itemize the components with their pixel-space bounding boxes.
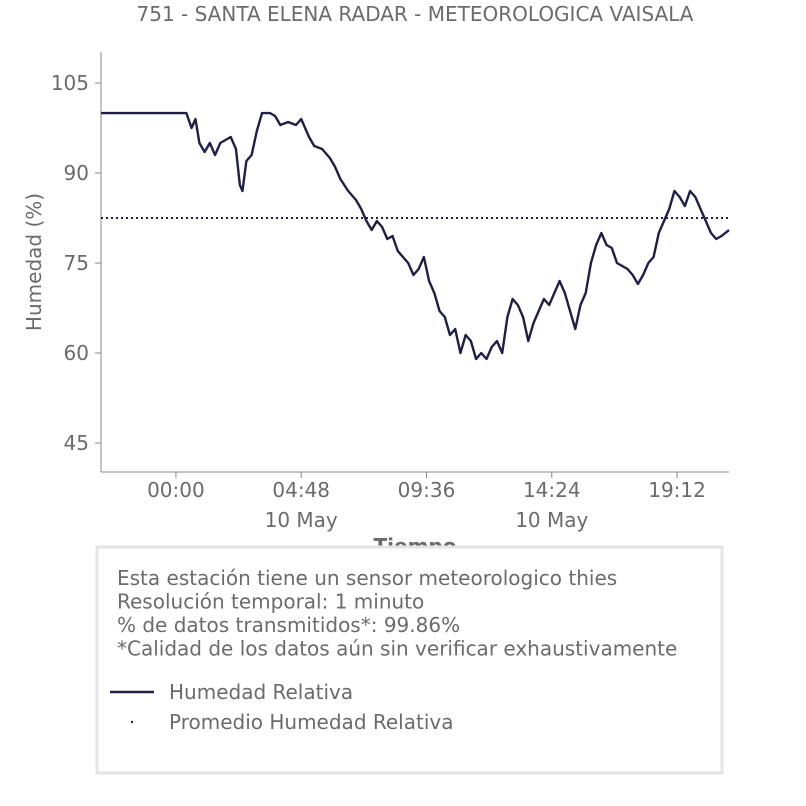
note: Esta estación tiene un sensor meteorolog… [117,566,617,590]
legend-dot [130,720,134,724]
y-tick-label: 45 [64,431,89,455]
legend-label: Humedad Relativa [169,680,353,704]
y-tick-label: 90 [64,161,89,185]
y-axis-label: Humedad (%) [22,193,46,331]
x-tick-label: 00:00 [147,478,205,502]
chart-title: 751 - SANTA ELENA RADAR - METEOROLOGICA … [137,2,694,26]
legend-label: Promedio Humedad Relativa [169,710,453,734]
x-tick-label: 19:12 [648,478,706,502]
info-box [95,545,724,775]
note: % de datos transmitidos*: 99.86% [117,613,460,637]
x-tick-label: 04:48 10 May [265,478,338,532]
note: *Calidad de los datos aún sin verificar … [117,637,677,661]
y-tick-label: 105 [51,71,89,95]
x-tick-label: 09:36 [398,478,456,502]
humidity-line [101,111,730,361]
y-tick-label: 60 [64,341,89,365]
y-tick-label: 75 [64,251,89,275]
note: Resolución temporal: 1 minuto [117,590,424,614]
x-tick-label: 14:24 10 May [515,478,588,532]
